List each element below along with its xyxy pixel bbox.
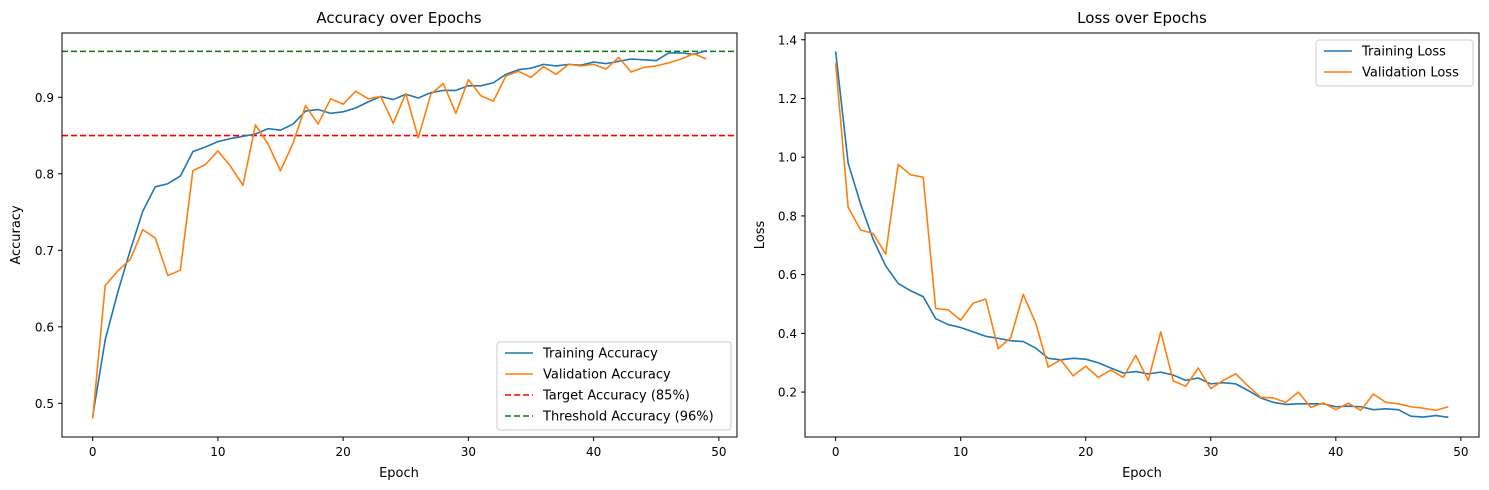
training-accuracy-series-line	[91, 49, 707, 417]
loss-x-tick-label: 50	[1453, 445, 1468, 459]
accuracy-y-tick-label: 0.8	[35, 167, 54, 181]
loss-y-tick-label: 1.2	[778, 92, 797, 106]
legend-label-threshold-accuracy: Threshold Accuracy (96%)	[542, 410, 714, 425]
loss-legend: Training Loss Validation Loss	[1315, 39, 1474, 87]
accuracy-x-tick-label: 50	[711, 445, 726, 459]
loss-x-tick-label: 30	[1203, 445, 1218, 459]
validation-accuracy-series-line	[91, 52, 707, 419]
loss-y-tick-label: 1.4	[778, 33, 797, 47]
loss-chart: Loss over Epochs 0 10 20 30 40 50 0.2 0.4 0.6 0.8…	[753, 9, 1480, 481]
loss-x-tick-label: 0	[832, 445, 840, 459]
loss-x-tick-label: 10	[953, 445, 968, 459]
loss-y-tick-label: 1.0	[778, 151, 797, 165]
validation-loss-series-line	[834, 63, 1449, 412]
accuracy-x-tick-label: 40	[586, 445, 601, 459]
accuracy-chart-title: Accuracy over Epochs	[316, 9, 481, 27]
loss-y-tick-label: 0.4	[778, 327, 797, 341]
accuracy-legend-box	[496, 341, 732, 431]
loss-x-tick-label: 40	[1328, 445, 1343, 459]
loss-y-tick-label: 0.6	[778, 268, 797, 282]
loss-y-tick-label: 0.8	[778, 209, 797, 223]
accuracy-y-tick-label: 0.6	[35, 320, 54, 334]
loss-legend-box	[1315, 39, 1474, 87]
accuracy-y-tick-label: 0.5	[35, 397, 54, 411]
accuracy-y-tick-label: 0.7	[35, 244, 54, 258]
accuracy-x-tick-label: 30	[461, 445, 476, 459]
accuracy-x-tick-label: 0	[89, 445, 97, 459]
training-loss-series-line	[834, 51, 1449, 419]
legend-label-validation-accuracy: Validation Accuracy	[543, 368, 671, 383]
accuracy-x-axis-label: Epoch	[379, 466, 419, 481]
loss-plot-frame	[804, 32, 1480, 438]
accuracy-x-tick-label: 20	[336, 445, 351, 459]
accuracy-plot-frame	[61, 32, 738, 438]
legend-label-validation-loss: Validation Loss	[1362, 66, 1459, 81]
accuracy-chart: Accuracy over Epochs 0 10 20 30 40 50 0.5 0.6 0.…	[9, 9, 738, 481]
loss-y-axis-label: Loss	[753, 221, 768, 250]
loss-chart-title: Loss over Epochs	[1077, 9, 1207, 27]
accuracy-y-tick-label: 0.9	[35, 91, 54, 105]
accuracy-x-tick-label: 10	[210, 445, 225, 459]
legend-label-target-accuracy: Target Accuracy (85%)	[542, 389, 690, 404]
accuracy-legend: Training Accuracy Validation Accuracy Ta…	[496, 341, 732, 431]
legend-label-training-accuracy: Training Accuracy	[542, 347, 658, 362]
loss-x-axis-label: Epoch	[1122, 466, 1162, 481]
loss-y-tick-label: 0.2	[778, 386, 797, 400]
legend-label-training-loss: Training Loss	[1361, 45, 1446, 60]
accuracy-y-axis-label: Accuracy	[9, 205, 24, 265]
loss-x-tick-label: 20	[1078, 445, 1093, 459]
